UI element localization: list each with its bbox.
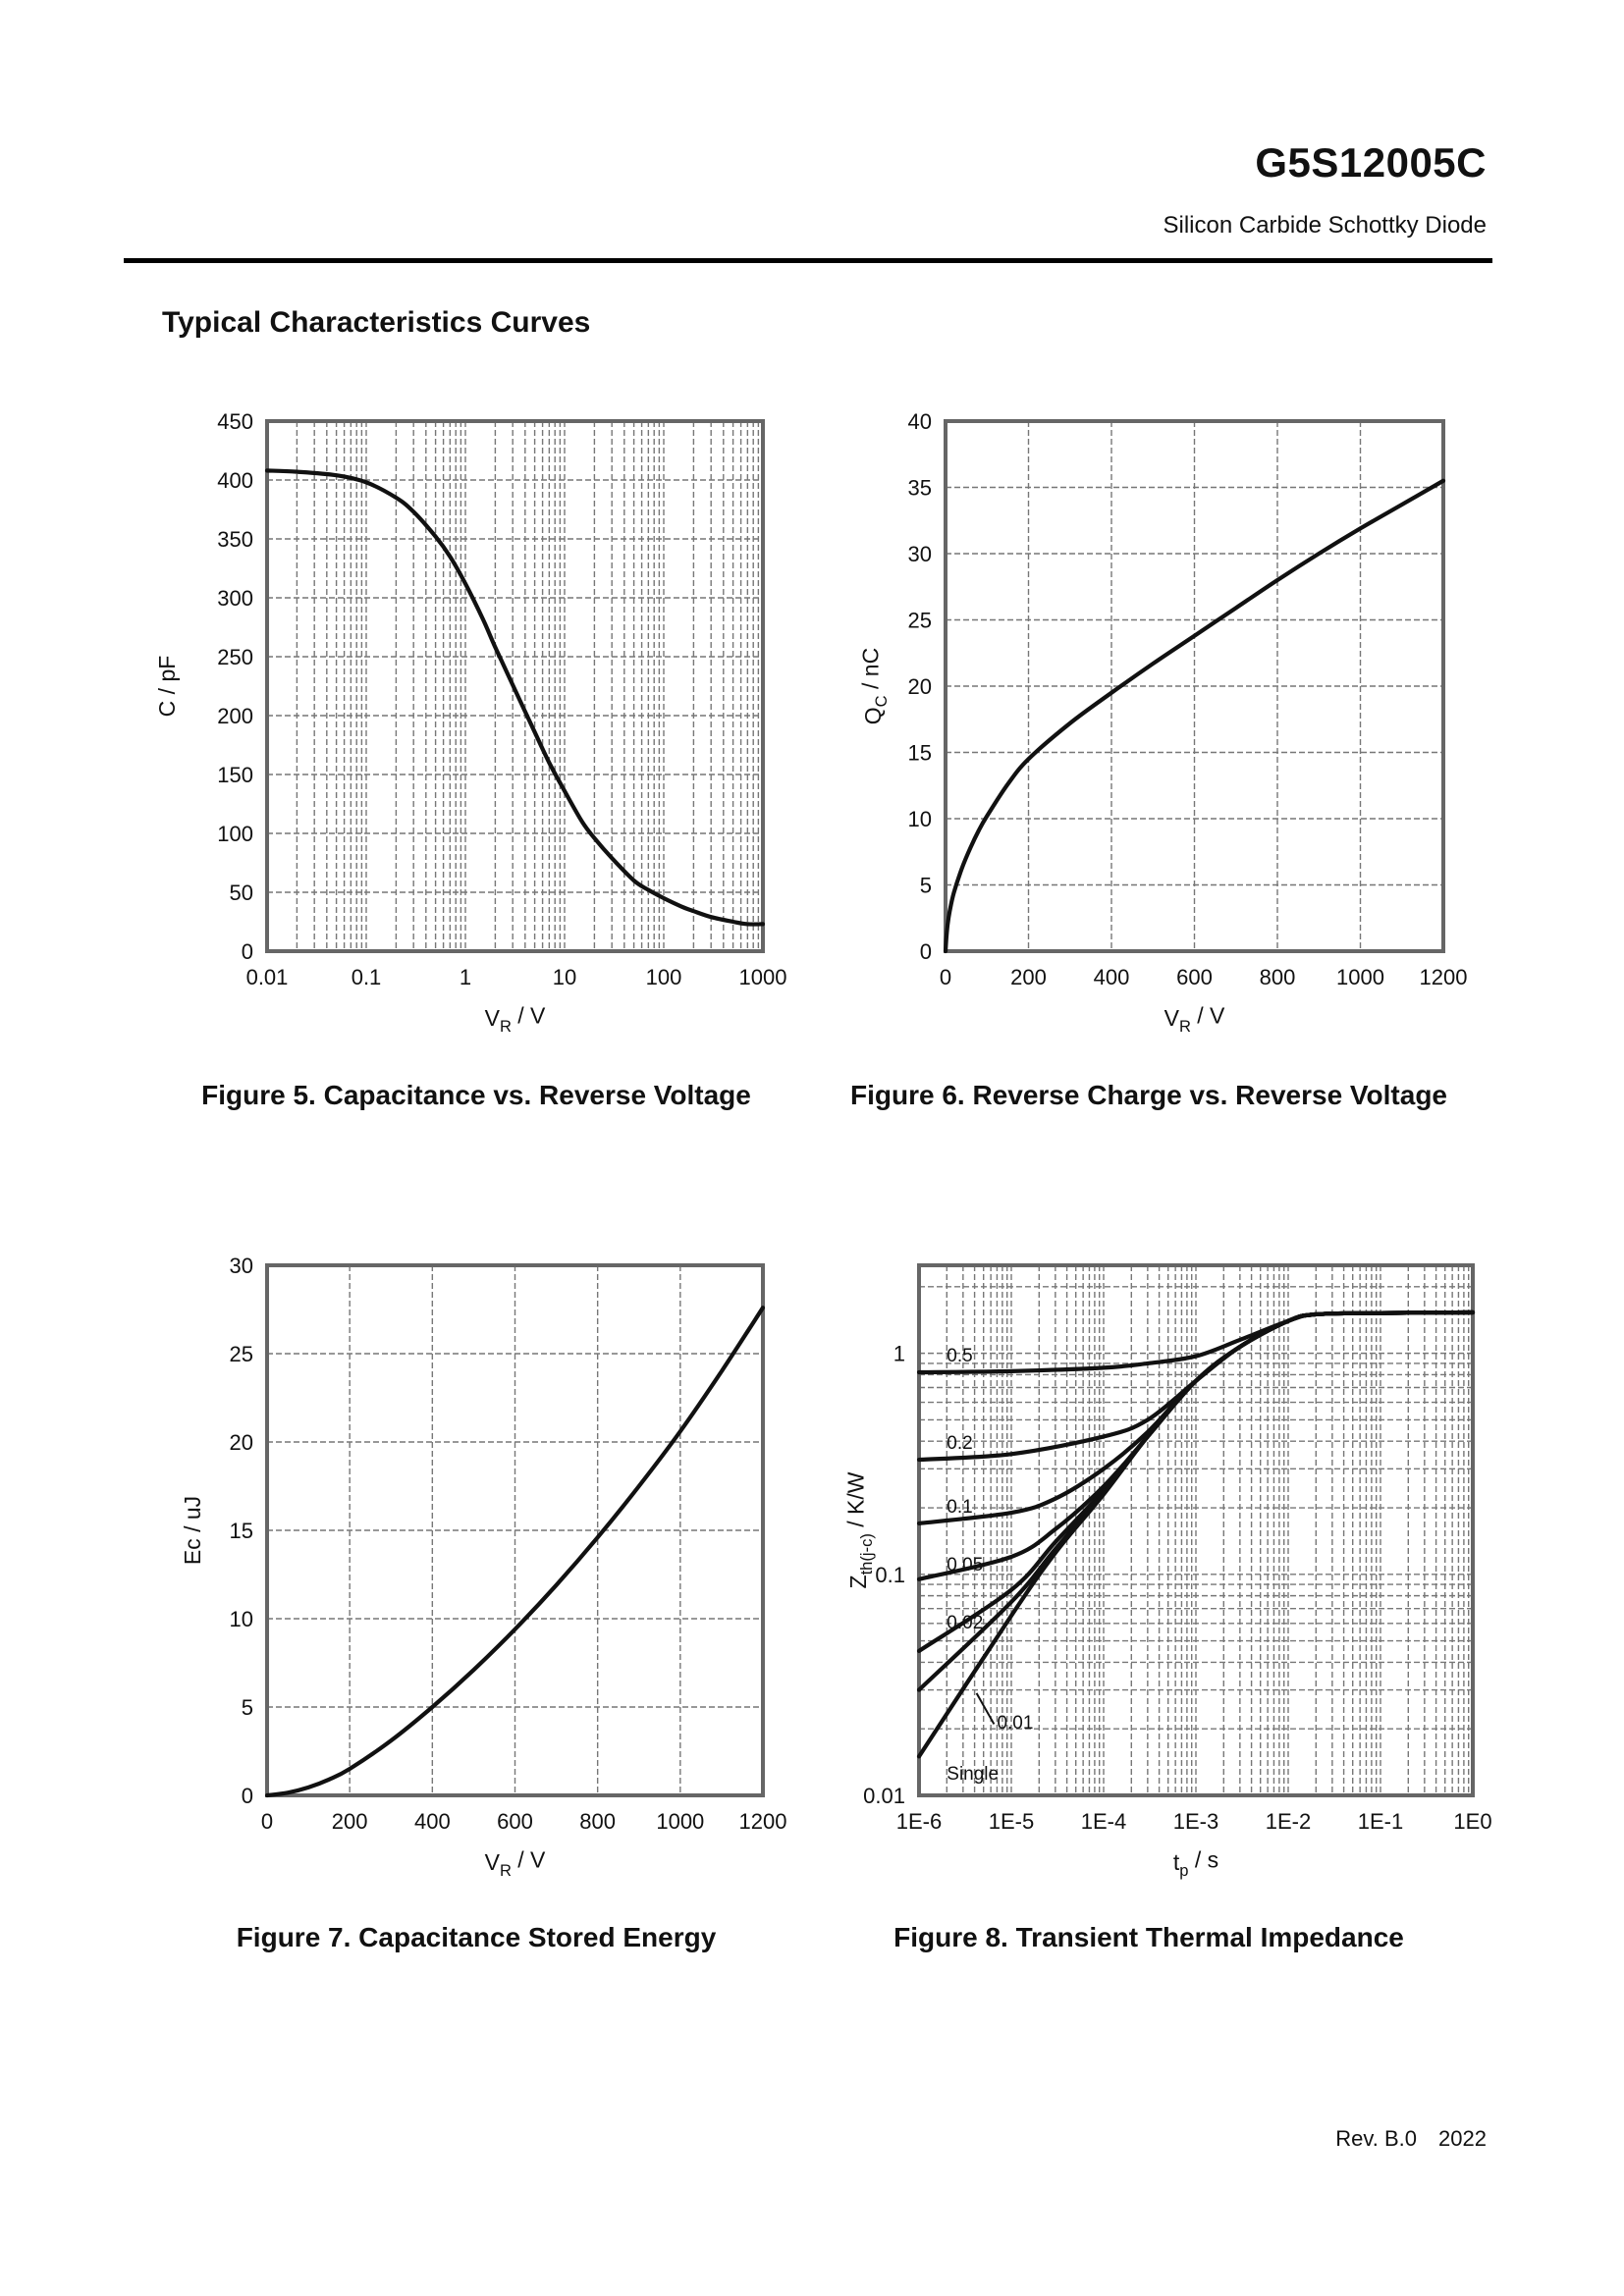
fig6-x-tick-label: 800 (1260, 965, 1296, 989)
fig6-x-tick-label: 400 (1094, 965, 1130, 989)
fig6-series-qc (943, 478, 1446, 954)
fig8-annotation-leader-line (975, 1692, 996, 1725)
fig5-y-tick-label: 50 (230, 881, 253, 905)
fig8-y-tick-label: 0.1 (875, 1563, 905, 1587)
figure-5-chart: 0.01 0.1 1 10 100 1000 0 50 100 150 200 250 300 350 40… (154, 409, 787, 1036)
section-title: Typical Characteristics Curves (162, 306, 591, 339)
fig7-x-tick-label: 800 (579, 1809, 616, 1834)
fig8-y-tick-label: 1 (893, 1342, 905, 1366)
fig7-y-tick-label: 15 (230, 1519, 253, 1543)
document-subtitle: Silicon Carbide Schottky Diode (1163, 212, 1488, 239)
fig6-y-tick-label: 0 (920, 939, 932, 964)
fig8-y-axis-label: Zth(j-c) / K/W (843, 1471, 876, 1588)
fig5-y-tick-label: 450 (217, 409, 253, 434)
figure-6-chart: 0 200 400 600 800 1000 1200 0 5 10 15 20 25 30 35 40 VR … (858, 409, 1468, 1036)
fig6-y-tick-label: 20 (908, 674, 932, 699)
revision-label: Rev. B.0 (1335, 2126, 1418, 2151)
fig6-x-tick-label: 600 (1176, 965, 1213, 989)
fig5-x-tick-label: 0.1 (352, 965, 382, 989)
figure-7-caption: Figure 7. Capacitance Stored Energy (236, 1922, 717, 1952)
fig5-y-tick-label: 250 (217, 645, 253, 669)
fig7-x-tick-label: 600 (497, 1809, 533, 1834)
fig6-y-tick-label: 25 (908, 609, 932, 633)
fig7-plot-frame (265, 1263, 765, 1797)
fig8-series-annotation: 0.01 (997, 1713, 1033, 1734)
fig5-y-tick-label: 0 (242, 939, 253, 964)
fig8-x-tick-label: 1E-4 (1081, 1809, 1126, 1834)
fig6-y-tick-label: 5 (920, 874, 932, 898)
fig7-x-tick-label: 400 (414, 1809, 451, 1834)
fig5-y-tick-label: 200 (217, 704, 253, 728)
fig5-x-tick-label: 100 (646, 965, 682, 989)
fig6-grid (946, 421, 1443, 951)
fig8-x-tick-label: 1E0 (1453, 1809, 1491, 1834)
fig5-y-tick-label: 100 (217, 822, 253, 846)
fig8-x-tick-label: 1E-1 (1358, 1809, 1403, 1834)
fig5-grid (267, 421, 763, 951)
figure-8-chart: 1E-6 1E-5 1E-4 1E-3 1E-2 1E-1 1E0 0.01 0.1 1 tp / … (843, 1263, 1492, 1880)
fig6-x-tick-label: 0 (940, 965, 951, 989)
fig8-x-tick-label: 1E-5 (989, 1809, 1034, 1834)
fig7-x-tick-label: 1000 (656, 1809, 704, 1834)
fig6-plot-frame (944, 419, 1445, 953)
fig5-y-tick-label: 300 (217, 586, 253, 611)
fig6-y-tick-label: 35 (908, 476, 932, 501)
fig6-y-tick-label: 15 (908, 741, 932, 766)
fig6-x-tick-label: 1200 (1420, 965, 1468, 989)
fig8-x-tick-label: 1E-3 (1173, 1809, 1218, 1834)
fig6-x-tick-label: 1000 (1336, 965, 1384, 989)
revision-year: 2022 (1438, 2126, 1487, 2151)
fig5-x-axis-label: VR / V (485, 1003, 546, 1036)
fig7-grid (267, 1265, 763, 1795)
footer: Rev. B.0 2022 (1335, 2126, 1487, 2152)
fig8-series-annotation: 0.02 (947, 1613, 983, 1633)
figure-6-caption: Figure 6. Reverse Charge vs. Reverse Vol… (850, 1080, 1447, 1110)
header-rule (124, 258, 1492, 263)
fig7-y-tick-label: 10 (230, 1607, 253, 1631)
fig5-x-tick-label: 1 (460, 965, 471, 989)
fig5-y-tick-label: 400 (217, 468, 253, 493)
fig7-y-axis-label: Ec / uJ (180, 1496, 205, 1565)
fig5-x-tick-label: 1000 (739, 965, 787, 989)
fig7-y-tick-label: 20 (230, 1430, 253, 1455)
fig7-y-tick-label: 25 (230, 1342, 253, 1366)
fig6-y-tick-label: 10 (908, 807, 932, 831)
fig5-series-c (264, 468, 766, 927)
fig8-series-single (916, 1309, 1476, 1759)
fig7-x-axis-label: VR / V (485, 1847, 546, 1880)
fig5-plot-frame (265, 419, 765, 953)
fig6-x-tick-label: 200 (1010, 965, 1047, 989)
fig8-plot-frame (917, 1263, 1475, 1797)
fig8-series-annotation: 0.05 (947, 1555, 983, 1575)
fig5-y-axis-label: C / pF (154, 656, 180, 718)
fig8-series-annotation: 0.1 (947, 1497, 972, 1518)
fig8-series-annotation: 0.5 (947, 1346, 972, 1366)
fig8-y-tick-label: 0.01 (863, 1784, 905, 1808)
fig6-y-tick-label: 40 (908, 409, 932, 434)
fig6-y-axis-label: QC / nC (858, 648, 891, 724)
fig6-y-tick-label: 30 (908, 542, 932, 566)
fig8-x-tick-label: 1E-2 (1266, 1809, 1311, 1834)
fig6-x-axis-label: VR / V (1164, 1003, 1225, 1036)
fig8-x-tick-label: 1E-6 (896, 1809, 942, 1834)
fig5-x-tick-label: 0.01 (246, 965, 289, 989)
fig8-series-annotation: 0.2 (947, 1433, 972, 1454)
figure-8-caption: Figure 8. Transient Thermal Impedance (893, 1922, 1404, 1952)
fig7-y-tick-label: 30 (230, 1254, 253, 1278)
fig5-y-tick-label: 350 (217, 527, 253, 552)
fig8-series-annotation: Single (947, 1764, 999, 1785)
figure-7-chart: 0 200 400 600 800 1000 1200 0 5 10 15 20 25 30 VR / V E… (180, 1254, 787, 1880)
figure-5-caption: Figure 5. Capacitance vs. Reverse Voltag… (201, 1080, 751, 1110)
fig8-grid (919, 1265, 1473, 1795)
fig5-x-tick-label: 10 (553, 965, 576, 989)
part-number: G5S12005C (1255, 139, 1487, 186)
fig7-y-tick-label: 5 (242, 1695, 253, 1720)
fig7-x-tick-label: 200 (332, 1809, 368, 1834)
fig7-x-tick-label: 1200 (739, 1809, 787, 1834)
fig8-x-axis-label: tp / s (1173, 1847, 1218, 1880)
fig5-y-tick-label: 150 (217, 763, 253, 787)
fig7-x-tick-label: 0 (261, 1809, 273, 1834)
fig7-series-ec (264, 1306, 766, 1798)
fig7-y-tick-label: 0 (242, 1784, 253, 1808)
